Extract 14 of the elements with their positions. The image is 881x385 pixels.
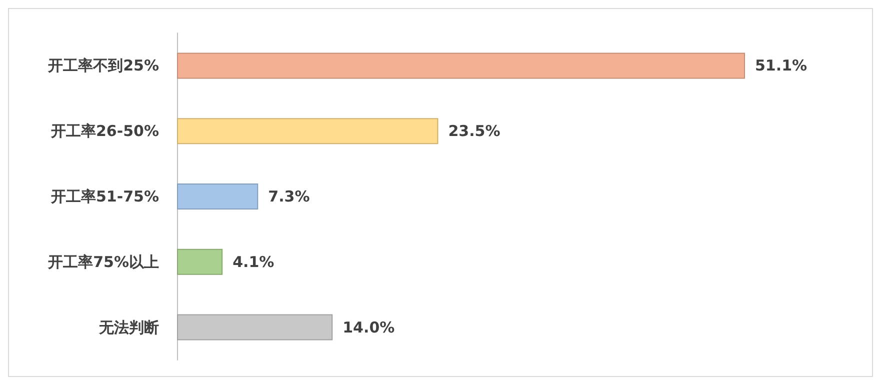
bar <box>177 184 258 210</box>
data-label: 14.0% <box>342 318 395 336</box>
data-label: 7.3% <box>268 188 310 206</box>
y-tick-label: 开工率不到25% <box>47 56 159 75</box>
y-tick-label: 开工率26-50% <box>50 122 159 140</box>
data-label: 4.1% <box>232 252 274 271</box>
bar <box>177 52 745 79</box>
y-tick-label: 开工率51-75% <box>50 188 159 206</box>
y-tick-label: 开工率75%以上 <box>47 252 159 271</box>
data-label: 23.5% <box>448 122 500 140</box>
bar <box>177 248 223 275</box>
bar <box>177 118 438 144</box>
data-label: 51.1% <box>755 56 808 75</box>
y-tick-label: 无法判断 <box>98 318 159 336</box>
